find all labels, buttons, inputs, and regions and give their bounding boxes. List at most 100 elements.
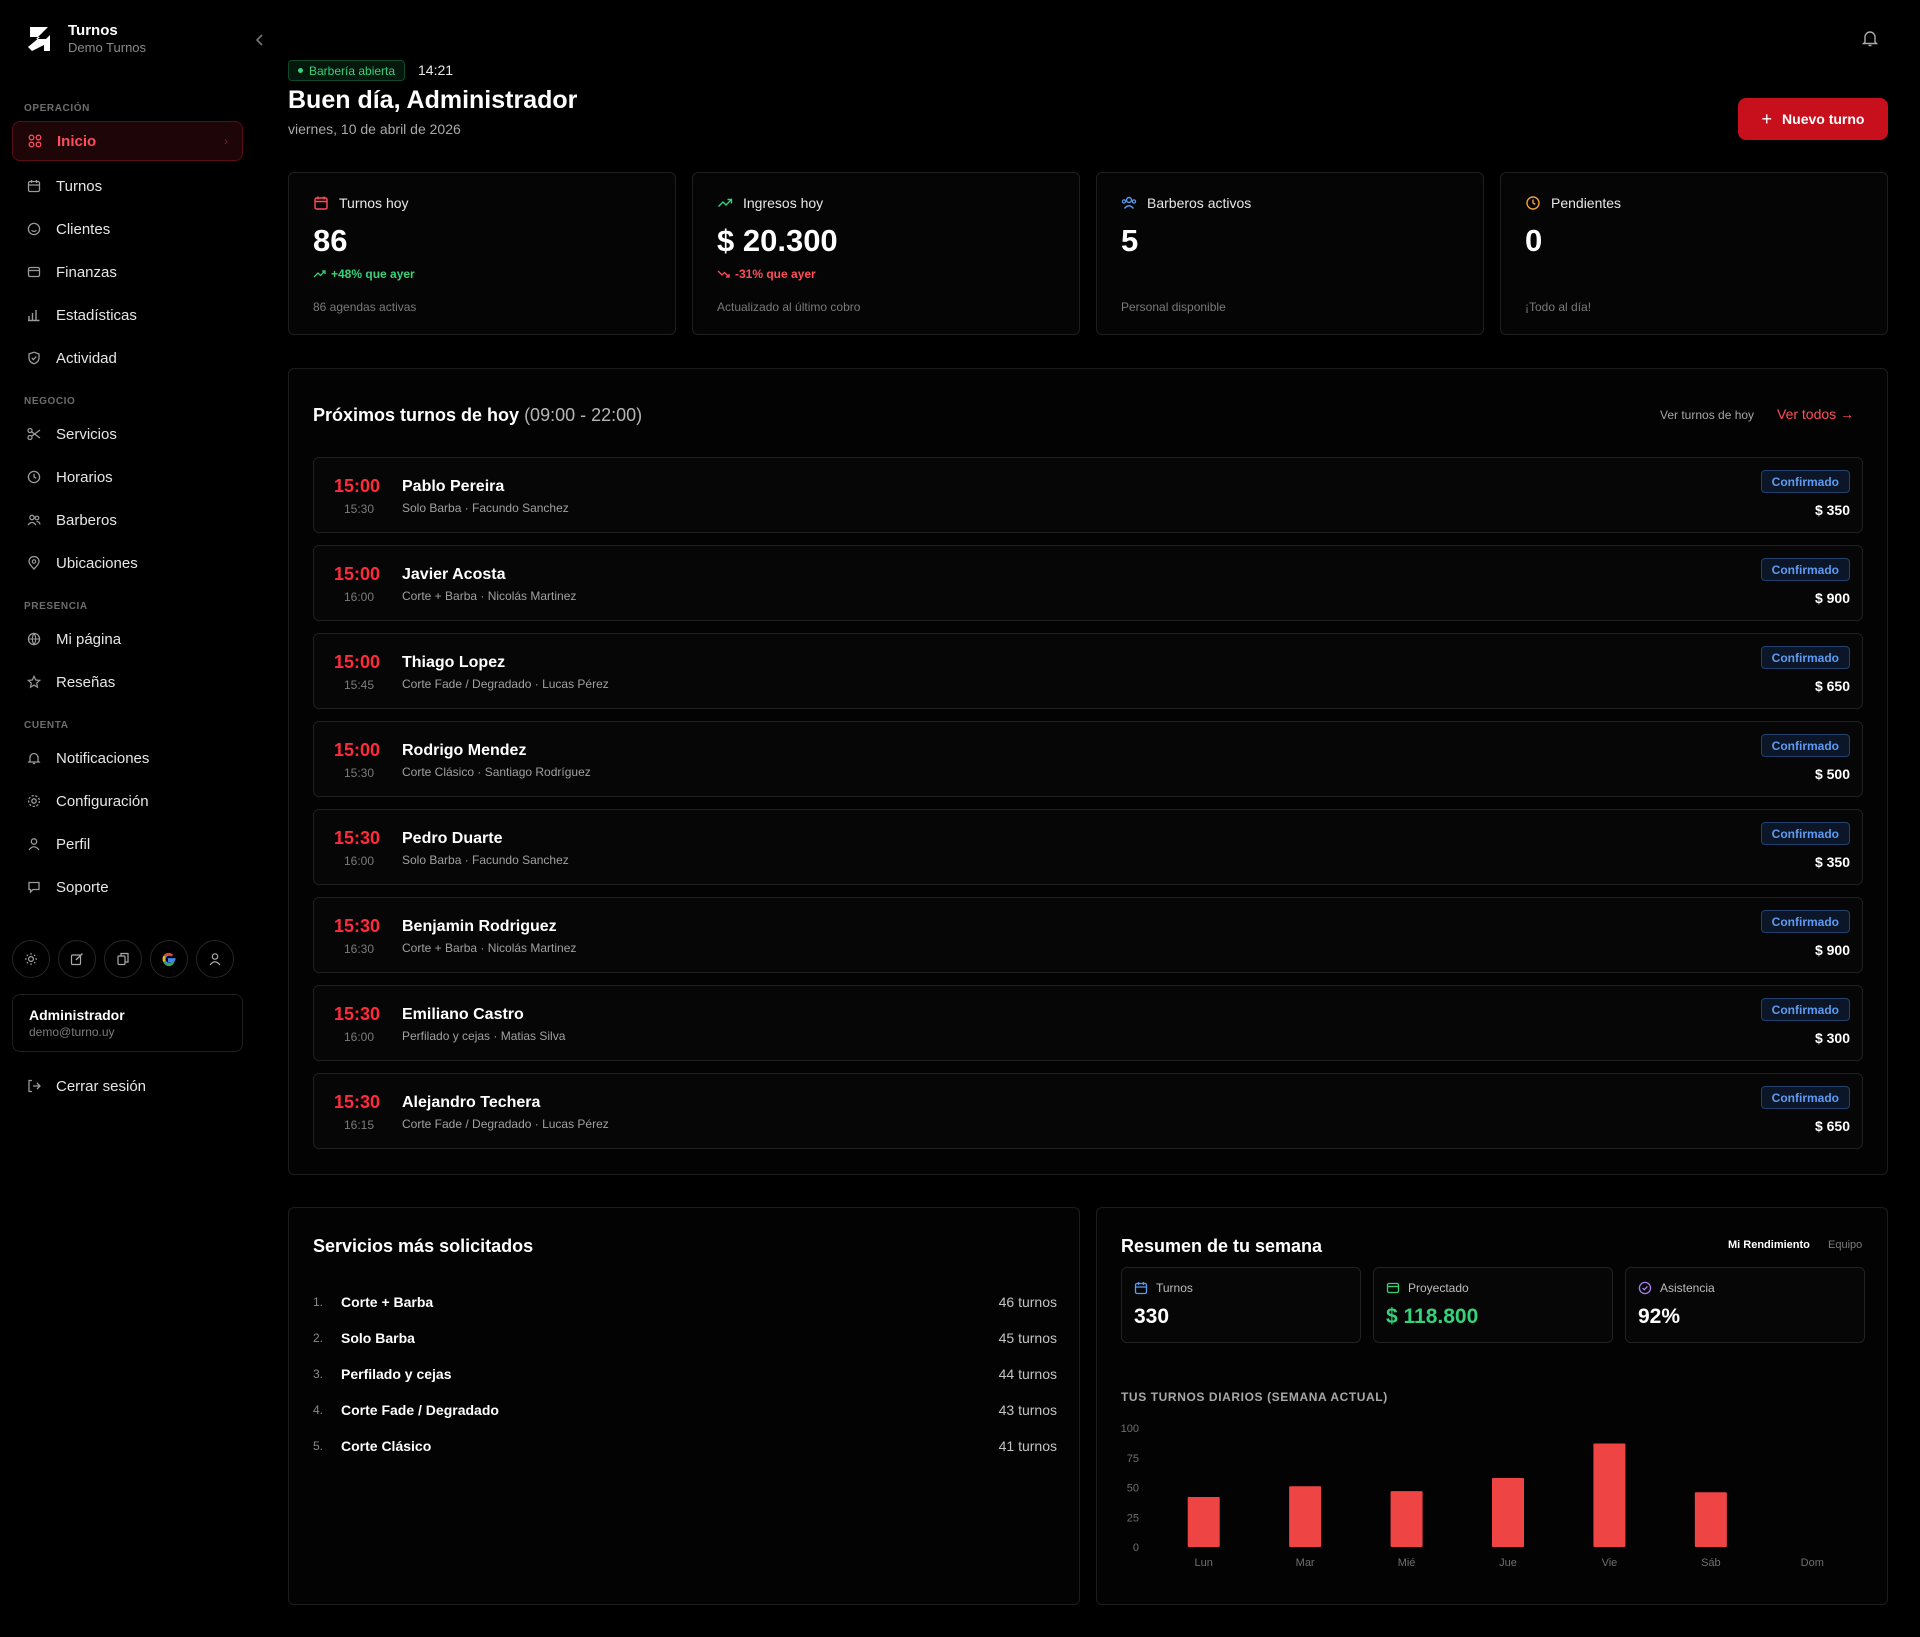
tab-equipo[interactable]: Equipo — [1828, 1239, 1863, 1251]
appointment-price: $ 350 — [1814, 854, 1850, 870]
appointment-end: 15:30 — [343, 766, 375, 780]
stat-trend: -31% que ayer — [717, 267, 816, 281]
users-icon — [26, 512, 42, 528]
sidebar-item-clientes[interactable]: Clientes — [12, 209, 243, 249]
sidebar-item-label: Finanzas — [56, 263, 117, 281]
sidebar-item-configuracion[interactable]: Configuración — [12, 781, 243, 821]
bar-Sáb[interactable] — [1694, 1492, 1727, 1547]
account-button[interactable] — [196, 940, 234, 978]
view-all-link[interactable]: Ver todos → — [1777, 406, 1855, 422]
copy-icon — [117, 952, 129, 966]
sidebar-item-turnos[interactable]: Turnos — [12, 166, 243, 206]
nav-section-operacion: OPERACIÓN — [24, 103, 90, 114]
nav-section-negocio: NEGOCIO — [24, 396, 76, 407]
sidebar-item-estadisticas[interactable]: Estadísticas — [12, 295, 243, 335]
weekly-stat-label: Turnos — [1156, 1281, 1193, 1295]
sidebar-item-barberos[interactable]: Barberos — [12, 500, 243, 540]
sidebar-item-notificaciones[interactable]: Notificaciones — [12, 738, 243, 778]
current-time: 14:21 — [418, 62, 454, 78]
appointment-end: 15:30 — [343, 502, 375, 516]
appointment-end: 16:00 — [343, 1030, 375, 1044]
sidebar-item-perfil[interactable]: Perfil — [12, 824, 243, 864]
user-email: demo@turno.uy — [29, 1025, 115, 1039]
sidebar-item-label: Barberos — [56, 511, 117, 529]
service-count: 41 turnos — [998, 1438, 1057, 1454]
weekly-stat-value: $ 118.800 — [1386, 1305, 1479, 1328]
appointment-row[interactable]: 15:00 16:00 Javier Acosta Corte + Barba … — [313, 545, 1863, 621]
google-button[interactable] — [150, 940, 188, 978]
appointment-price: $ 500 — [1814, 766, 1850, 782]
new-appointment-button[interactable]: + Nuevo turno — [1738, 98, 1888, 140]
sidebar-item-finanzas[interactable]: Finanzas — [12, 252, 243, 292]
appointment-client: Pablo Pereira — [402, 478, 505, 495]
notifications-bell-icon[interactable] — [1860, 28, 1880, 48]
list-item: 3. Perfilado y cejas 44 turnos — [313, 1364, 1057, 1384]
appointment-service: Solo Barba · Facundo Sanchez — [402, 853, 569, 867]
sidebar-item-label: Clientes — [56, 220, 111, 238]
globe-icon — [26, 631, 42, 647]
appointment-client: Benjamin Rodriguez — [402, 918, 557, 935]
theme-toggle-button[interactable] — [12, 940, 50, 978]
service-count: 43 turnos — [998, 1402, 1057, 1418]
stat-value: $ 20.300 — [717, 223, 838, 258]
brand[interactable]: Turnos Demo Turnos — [24, 22, 146, 56]
x-tick-label: Lun — [1195, 1557, 1213, 1569]
appointment-service: Corte + Barba · Nicolás Martinez — [402, 941, 577, 955]
service-rank: 5. — [313, 1439, 324, 1453]
copy-button[interactable] — [104, 940, 142, 978]
sidebar-item-mi-pagina[interactable]: Mi página — [12, 619, 243, 659]
sidebar-item-servicios[interactable]: Servicios — [12, 414, 243, 454]
sidebar-item-label: Turnos — [56, 177, 103, 195]
calendar-icon — [26, 178, 42, 194]
bar-Lun[interactable] — [1187, 1497, 1220, 1547]
view-today-link[interactable]: Ver turnos de hoy — [1660, 408, 1755, 422]
collapse-sidebar-icon[interactable] — [250, 30, 270, 50]
clock-icon — [1526, 196, 1540, 210]
user-name: Administrador — [29, 1007, 125, 1023]
trend-up-icon — [313, 270, 326, 278]
stat-footnote: Personal disponible — [1121, 300, 1226, 314]
user-icon — [26, 836, 42, 852]
appointment-row[interactable]: 15:00 15:30 Rodrigo Mendez Corte Clásico… — [313, 721, 1863, 797]
check-circle-icon — [1638, 1281, 1652, 1295]
list-item: 4. Corte Fade / Degradado 43 turnos — [313, 1400, 1057, 1420]
appointment-price: $ 650 — [1814, 1118, 1850, 1134]
sidebar-item-label: Inicio — [57, 132, 97, 150]
stat-title: Barberos activos — [1147, 195, 1252, 211]
bar-Jue[interactable] — [1492, 1477, 1524, 1547]
x-tick-label: Vie — [1602, 1557, 1618, 1569]
sidebar-item-actividad[interactable]: Actividad — [12, 338, 243, 378]
appointment-row[interactable]: 15:30 16:00 Pedro Duarte Solo Barba · Fa… — [313, 809, 1863, 885]
sidebar-item-soporte[interactable]: Soporte — [12, 867, 243, 907]
bar-Mar[interactable] — [1289, 1486, 1322, 1547]
appointment-row[interactable]: 15:30 16:30 Benjamin Rodriguez Corte + B… — [313, 897, 1863, 973]
sidebar-item-ubicaciones[interactable]: Ubicaciones — [12, 543, 243, 583]
tab-mi-rendimiento[interactable]: Mi Rendimiento — [1728, 1239, 1810, 1251]
bar-Vie[interactable] — [1593, 1443, 1626, 1547]
x-tick-label: Dom — [1801, 1557, 1824, 1569]
appointment-client: Thiago Lopez — [402, 654, 506, 671]
x-tick-label: Sáb — [1701, 1557, 1721, 1569]
sidebar-item-horarios[interactable]: Horarios — [12, 457, 243, 497]
appointment-row[interactable]: 15:30 16:15 Alejandro Techera Corte Fade… — [313, 1073, 1863, 1149]
sidebar-item-inicio[interactable]: Inicio › — [12, 121, 243, 161]
logout-button[interactable]: Cerrar sesión — [12, 1068, 146, 1104]
user-card[interactable]: Administrador demo@turno.uy — [12, 994, 243, 1052]
appointment-client: Javier Acosta — [402, 566, 506, 583]
stat-title: Turnos hoy — [339, 195, 409, 211]
appointment-row[interactable]: 15:30 16:00 Emiliano Castro Perfilado y … — [313, 985, 1863, 1061]
bar-Mié[interactable] — [1390, 1491, 1423, 1547]
weekly-stat-value: 330 — [1134, 1305, 1170, 1328]
stat-card-barberos-activos: Barberos activos 5 Personal disponible — [1096, 172, 1484, 335]
appointment-row[interactable]: 15:00 15:30 Pablo Pereira Solo Barba · F… — [313, 457, 1863, 533]
nav-section-presencia: PRESENCIA — [24, 601, 88, 612]
edit-button[interactable] — [58, 940, 96, 978]
appointment-end: 16:15 — [343, 1118, 375, 1132]
appointment-row[interactable]: 15:00 15:45 Thiago Lopez Corte Fade / De… — [313, 633, 1863, 709]
appointment-price: $ 900 — [1814, 590, 1850, 606]
sidebar-item-resenas[interactable]: Reseñas — [12, 662, 243, 702]
sidebar-item-label: Perfil — [56, 835, 91, 853]
appointment-end: 16:30 — [343, 942, 375, 956]
appointment-price: $ 300 — [1814, 1030, 1850, 1046]
appointment-end: 16:00 — [343, 854, 375, 868]
